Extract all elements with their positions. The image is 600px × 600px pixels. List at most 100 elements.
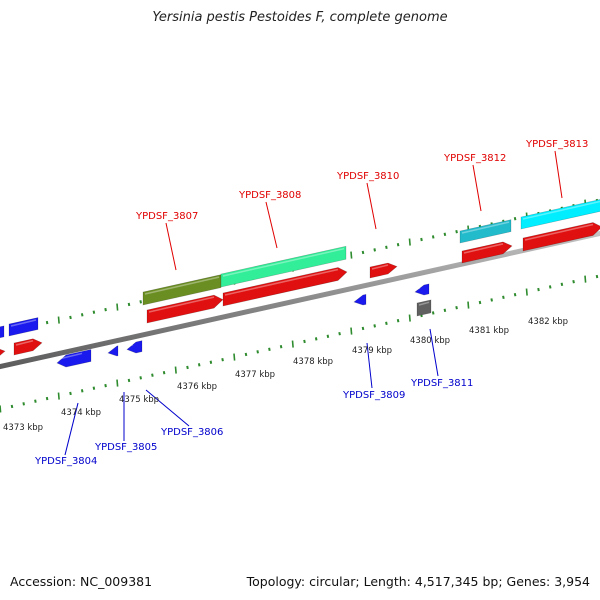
lower-tick	[572, 280, 575, 284]
gene-blue-feature-shine	[10, 319, 37, 327]
gene-blue-feature	[0, 325, 5, 339]
gene-ypdsf-3809-feature-shine	[355, 297, 358, 300]
lower-tick	[373, 324, 376, 328]
upper-tick	[385, 245, 388, 249]
kbp-label: 4373 kbp	[3, 423, 43, 433]
lower-tick	[116, 379, 119, 387]
lower-tick	[548, 285, 552, 289]
upper-tick	[69, 315, 72, 320]
upper-tick	[139, 300, 142, 304]
genome-summary-text: Topology: circular; Length: 4,517,345 bp…	[246, 574, 590, 589]
gene-red-feature-shine	[148, 296, 215, 313]
gene-ypdsf-3807-feature-shine	[144, 276, 220, 295]
lower-tick	[361, 326, 365, 331]
lower-tick	[80, 389, 84, 393]
lower-tick	[595, 274, 599, 279]
leader-ypdsf-3811	[429, 328, 439, 377]
genome-backbone	[0, 230, 600, 370]
lower-tick	[408, 314, 411, 322]
upper-tick	[350, 251, 353, 259]
leader-ypdsf-3810	[366, 182, 377, 230]
lower-tick	[350, 327, 353, 335]
lower-tick	[478, 300, 482, 305]
gene-ypdsf-3812-feature	[459, 219, 512, 244]
leader-ypdsf-3806	[145, 389, 190, 427]
lower-tick	[338, 331, 341, 336]
lower-tick	[233, 353, 236, 361]
leader-ypdsf-3808	[265, 201, 278, 249]
lower-tick	[69, 391, 72, 396]
upper-tick	[420, 237, 423, 242]
reverse-gene-labels: YPDSF_3804 YPDSF_3805 YPDSF_3806 YPDSF_3…	[34, 378, 473, 467]
lower-tick	[525, 288, 528, 296]
gene-ypdsf-3813-feature	[520, 199, 600, 230]
lower-tick	[443, 308, 447, 312]
lower-tick	[197, 363, 201, 367]
lower-tick	[455, 306, 458, 310]
gene-red-feature	[222, 267, 348, 307]
lower-tick	[385, 321, 388, 325]
gene-label-ypdsf-3805[interactable]: YPDSF_3805	[94, 442, 157, 453]
lower-tick	[151, 373, 154, 377]
leader-ypdsf-3807	[165, 222, 177, 271]
gene-blue-feature	[414, 283, 430, 296]
gene-ypdsf-3809-feature	[353, 293, 367, 306]
leader-ypdsf-3804	[64, 402, 79, 456]
lower-tick-track	[0, 274, 599, 413]
kbp-label: 4377 kbp	[235, 370, 275, 380]
kbp-label: 4374 kbp	[61, 408, 101, 418]
gene-red-feature	[461, 241, 513, 264]
gene-label-ypdsf-3813[interactable]: YPDSF_3813	[525, 139, 588, 150]
upper-tick	[431, 235, 435, 239]
upper-tick	[443, 232, 447, 236]
lower-tick	[291, 340, 294, 348]
lower-tick	[174, 366, 177, 374]
lower-tick	[560, 282, 564, 287]
gene-label-ypdsf-3812[interactable]: YPDSF_3812	[443, 153, 506, 164]
gene-label-ypdsf-3808[interactable]: YPDSF_3808	[238, 190, 301, 201]
gene-label-ypdsf-3809[interactable]: YPDSF_3809	[342, 390, 405, 401]
genome-title: Yersinia pestis Pestoides F, complete ge…	[152, 10, 448, 25]
lower-tick	[268, 347, 271, 351]
lower-tick	[10, 404, 14, 409]
gene-red-feature-shine	[224, 268, 339, 296]
lower-tick	[0, 405, 2, 413]
upper-tick	[455, 230, 458, 234]
lower-tick	[490, 298, 493, 302]
upper-tick	[92, 310, 96, 314]
upper-tick	[513, 217, 517, 221]
gene-red-feature	[146, 294, 224, 324]
leader-ypdsf-3809	[366, 342, 373, 389]
lower-tick	[326, 334, 330, 338]
leader-ypdsf-3812	[472, 164, 482, 212]
lower-tick	[104, 383, 107, 388]
gene-label-ypdsf-3810[interactable]: YPDSF_3810	[336, 171, 399, 182]
gene-label-ypdsf-3804[interactable]: YPDSF_3804	[34, 456, 97, 467]
lower-tick	[209, 360, 213, 364]
upper-tick	[80, 313, 84, 317]
lower-tick	[139, 376, 142, 380]
gene-ypdsf-3811-feature	[416, 299, 432, 317]
gene-label-ypdsf-3806[interactable]: YPDSF_3806	[160, 427, 223, 438]
lower-tick	[244, 352, 248, 357]
gene-red-feature	[369, 262, 398, 279]
upper-tick	[361, 250, 365, 255]
gene-red-feature	[0, 348, 6, 356]
gene-ypdsf-3804-feature-shine	[58, 352, 83, 360]
kbp-label: 4378 kbp	[293, 357, 333, 367]
gene-ypdsf-3808-feature	[220, 245, 347, 288]
gene-ypdsf-3808-feature-shine	[222, 247, 345, 277]
gene-blue-feature	[8, 317, 39, 337]
gene-red-feature-shine	[371, 264, 389, 270]
lower-tick	[22, 402, 25, 406]
kbp-label: 4376 kbp	[177, 382, 217, 392]
lower-tick	[186, 365, 189, 370]
gene-label-ypdsf-3811[interactable]: YPDSF_3811	[410, 378, 473, 389]
lower-tick	[584, 275, 587, 283]
forward-gene-labels: YPDSF_3807 YPDSF_3808 YPDSF_3810 YPDSF_3…	[135, 139, 588, 222]
gene-label-ypdsf-3807[interactable]: YPDSF_3807	[135, 211, 198, 222]
lower-tick	[221, 357, 224, 362]
lower-tick	[34, 399, 37, 403]
gene-red-feature-shine	[524, 223, 594, 241]
